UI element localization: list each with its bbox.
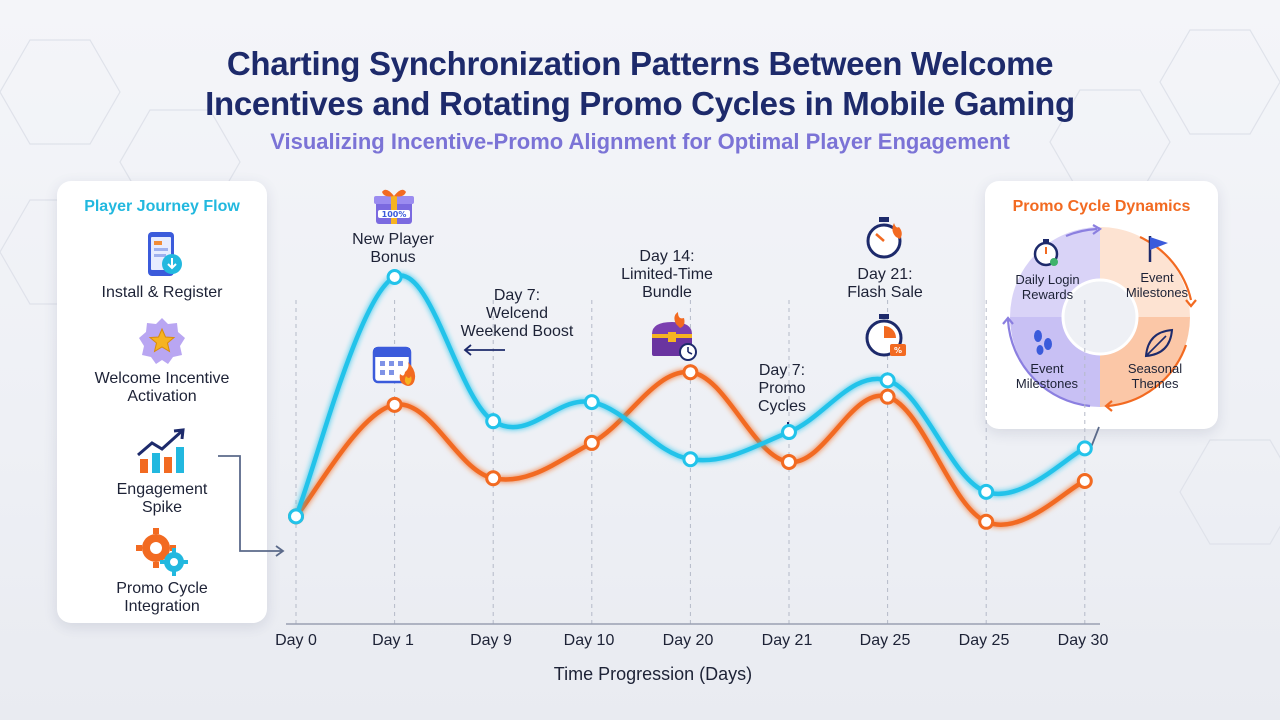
journey-step-label: Promo Cycle Integration <box>116 580 208 615</box>
stopwatch-fire-icon <box>866 217 902 259</box>
x-tick-label: Day 30 <box>1057 632 1109 649</box>
journey-step-promo: Promo Cycle Integration <box>57 526 267 616</box>
data-point-welcome <box>879 372 896 389</box>
annotation-promo-cycles: Day 7: Promo Cycles <box>757 362 806 415</box>
data-point-promo <box>682 364 699 381</box>
journey-step-welcome: Welcome Incentive Activation <box>57 316 267 406</box>
journey-step-label: Install & Register <box>101 284 223 301</box>
journey-title: Player Journey Flow <box>84 198 240 215</box>
x-tick-label: Day 25 <box>958 632 1010 649</box>
chart-title: Charting Synchronization Patterns Betwee… <box>0 44 1280 124</box>
journey-step-label: Welcome Incentive Activation <box>94 370 230 405</box>
calendar-fire-icon <box>372 346 416 386</box>
data-point-welcome <box>583 394 600 411</box>
x-tick-label: Day 1 <box>372 632 414 649</box>
data-point-welcome <box>781 424 797 441</box>
x-axis-label: Time Progression (Days) <box>553 664 753 684</box>
bar-chart-arrow-icon <box>137 428 185 473</box>
gears-icon <box>136 528 188 576</box>
annotation-weekend-boost: Day 7: Welcend Weekend Boost <box>460 287 574 340</box>
journey-step-install: Install & Register <box>57 230 267 302</box>
stopwatch-sale-icon: % <box>865 314 906 357</box>
x-tick-label: Day 10 <box>563 632 615 649</box>
svg-text:%: % <box>894 346 902 355</box>
data-point-welcome <box>1076 440 1093 457</box>
annotation-new-player-bonus: New Player Bonus <box>352 231 434 266</box>
data-point-promo <box>485 470 502 487</box>
player-journey-panel: Player Journey Flow Install & Register W… <box>57 181 267 623</box>
data-point-promo <box>978 513 995 530</box>
segment-label-seasonal-themes: Seasonal Themes <box>1127 361 1183 391</box>
gift-box-icon: 100% <box>374 189 414 224</box>
chart-subtitle: Visualizing Incentive-Promo Alignment fo… <box>270 129 1010 154</box>
svg-text:100%: 100% <box>382 210 407 219</box>
data-point-welcome <box>978 483 995 500</box>
data-point-welcome <box>386 269 403 285</box>
data-point-promo <box>781 453 797 470</box>
data-point-promo <box>879 388 896 405</box>
title-line-2: Incentives and Rotating Promo Cycles in … <box>205 85 1075 122</box>
treasure-chest-icon <box>652 312 697 361</box>
journey-step-engagement: Engagement Spike <box>57 425 267 517</box>
x-tick-label: Day 21 <box>761 632 813 649</box>
star-badge-icon <box>139 318 185 364</box>
segment-label-event-milestones: Event Milestones <box>1125 270 1189 300</box>
journey-step-label: Engagement Spike <box>116 481 208 516</box>
segment-label-event-milestones-2: Event Milestones <box>1015 361 1079 391</box>
x-tick-label: Day 25 <box>859 632 911 649</box>
annotation-flash-sale: Day 21: Flash Sale <box>847 266 923 301</box>
data-point-welcome <box>485 413 502 430</box>
segment-label-daily-login: Daily Login Rewards <box>1015 272 1080 302</box>
annotation-limited-time-bundle: Day 14: Limited-Time Bundle <box>621 248 713 301</box>
phone-download-icon <box>148 232 182 276</box>
data-point-welcome <box>288 508 304 525</box>
x-tick-label: Day 20 <box>662 632 714 649</box>
data-point-promo <box>1076 473 1093 489</box>
x-tick-label: Day 0 <box>275 632 317 649</box>
data-point-promo <box>583 434 600 451</box>
data-point-welcome <box>682 451 699 468</box>
x-tick-label: Day 9 <box>470 632 512 649</box>
journey-connector-arrow <box>218 455 282 552</box>
title-line-1: Charting Synchronization Patterns Betwee… <box>226 45 1054 82</box>
data-point-promo <box>386 396 403 413</box>
promo-panel-title: Promo Cycle Dynamics <box>1012 198 1191 215</box>
